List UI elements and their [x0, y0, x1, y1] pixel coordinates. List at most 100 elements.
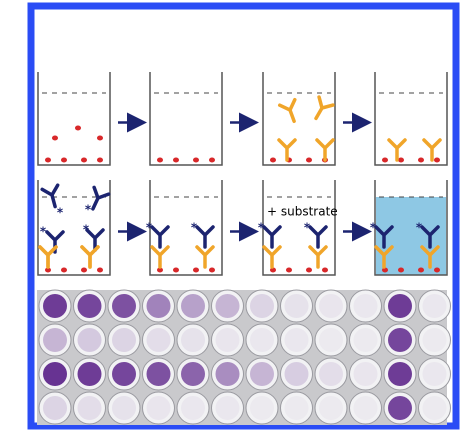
plate-well-rim — [280, 357, 313, 391]
antigen — [45, 267, 51, 273]
plate-well — [319, 362, 343, 386]
antigen — [97, 135, 103, 141]
antigen — [52, 135, 58, 141]
enzyme: * — [83, 223, 90, 237]
plate-well — [388, 328, 412, 352]
secondary-antibody — [40, 183, 60, 209]
plate-well-rim — [280, 289, 313, 323]
secondary-antibody — [195, 225, 215, 249]
plate-well-rim — [349, 357, 382, 391]
plate-well-rim — [280, 391, 313, 425]
secondary-antibody — [374, 225, 394, 249]
antigen — [45, 157, 51, 163]
antigen — [270, 267, 276, 273]
plate-well-rim — [314, 289, 348, 323]
antigen — [81, 267, 87, 273]
antigen — [418, 267, 424, 273]
primary-antibody — [277, 97, 297, 124]
plate-well — [319, 294, 343, 318]
plate-well-rim — [418, 323, 451, 357]
plate-well — [353, 294, 378, 318]
plate-well-rim — [211, 323, 244, 357]
plate-well — [43, 294, 67, 318]
plate-well-rim — [142, 323, 175, 357]
plate-well — [112, 328, 136, 352]
enzyme: * — [85, 203, 92, 217]
plate-well-rim — [176, 289, 210, 323]
antigen — [157, 157, 163, 163]
primary-antibody — [315, 138, 335, 162]
plate-well — [146, 396, 171, 420]
plate-well-rim — [418, 391, 451, 425]
plate-well-rim — [107, 323, 141, 357]
plate-well-rim — [349, 323, 382, 357]
well — [374, 72, 448, 166]
plate-well — [43, 362, 67, 386]
antigen — [434, 157, 440, 163]
plate-well — [284, 362, 309, 386]
plate-well-rim — [211, 289, 244, 323]
plate-well — [319, 396, 343, 420]
antigen — [398, 267, 404, 273]
well — [262, 72, 336, 166]
plate-well-rim — [349, 391, 382, 425]
plate-well-rim — [245, 357, 279, 391]
enzyme: * — [416, 221, 423, 235]
plate-well — [146, 294, 171, 318]
plate-well-rim — [73, 391, 106, 425]
well — [37, 72, 111, 166]
plate-well — [388, 362, 412, 386]
plate-well-rim — [176, 323, 210, 357]
plate-well-rim — [142, 391, 175, 425]
plate-well — [77, 294, 102, 318]
plate-well — [284, 328, 309, 352]
plate-well — [250, 396, 274, 420]
secondary-antibody — [308, 225, 328, 249]
primary-antibody — [387, 138, 407, 162]
plate-well — [112, 294, 136, 318]
antigen — [322, 267, 328, 273]
plate-well — [388, 396, 412, 420]
enzyme: * — [258, 221, 265, 235]
plate-well — [43, 328, 67, 352]
plate-well — [353, 362, 378, 386]
plate-well-rim — [418, 357, 451, 391]
plate-well-rim — [418, 289, 451, 323]
plate-well-rim — [38, 323, 72, 357]
enzyme: * — [304, 221, 311, 235]
secondary-antibody — [420, 225, 440, 249]
plate-well — [319, 328, 343, 352]
enzyme: * — [370, 221, 377, 235]
plate-well — [215, 328, 240, 352]
plate-well — [77, 396, 102, 420]
plate-well — [250, 294, 274, 318]
antigen — [306, 267, 312, 273]
plate-well — [284, 396, 309, 420]
plate-well — [353, 396, 378, 420]
antigen — [382, 157, 388, 163]
antigen — [209, 267, 215, 273]
plate-well-rim — [280, 323, 313, 357]
plate-well — [422, 396, 447, 420]
antigen — [173, 157, 179, 163]
antigen — [81, 157, 87, 163]
plate-well-rim — [211, 391, 244, 425]
primary-antibody — [80, 245, 100, 269]
antigen — [173, 267, 179, 273]
antigen — [75, 125, 81, 131]
antigen — [193, 157, 199, 163]
plate-well — [422, 294, 447, 318]
secondary-antibody — [85, 228, 105, 252]
plate-well-rim — [38, 391, 72, 425]
plate-well — [388, 294, 412, 318]
plate-well — [112, 396, 136, 420]
plate-well — [146, 328, 171, 352]
plate-well-rim — [73, 323, 106, 357]
plate-well — [215, 362, 240, 386]
plate-well — [77, 328, 102, 352]
primary-antibody — [314, 95, 335, 121]
plate-well — [250, 362, 274, 386]
secondary-antibody — [262, 225, 282, 249]
antigen — [97, 157, 103, 163]
